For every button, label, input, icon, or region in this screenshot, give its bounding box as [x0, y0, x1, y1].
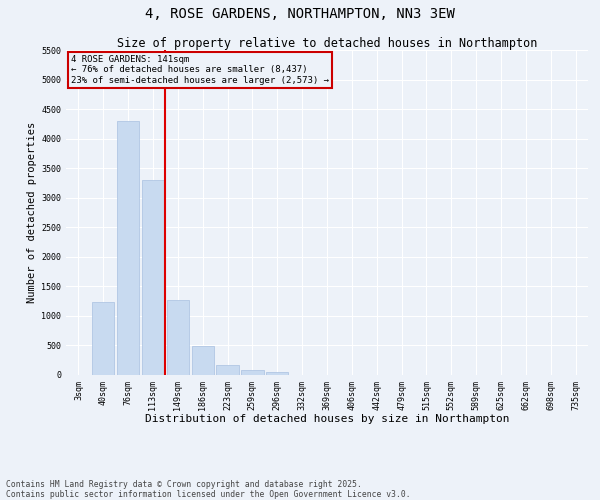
Bar: [117, 121, 139, 375]
Bar: [217, 365, 239, 375]
Y-axis label: Number of detached properties: Number of detached properties: [27, 122, 37, 303]
Bar: [92, 302, 115, 375]
Bar: [167, 300, 189, 375]
Text: Contains HM Land Registry data © Crown copyright and database right 2025.
Contai: Contains HM Land Registry data © Crown c…: [6, 480, 410, 499]
Title: Size of property relative to detached houses in Northampton: Size of property relative to detached ho…: [117, 37, 537, 50]
Bar: [266, 372, 289, 375]
Bar: [241, 370, 263, 375]
Bar: [191, 346, 214, 375]
Text: 4, ROSE GARDENS, NORTHAMPTON, NN3 3EW: 4, ROSE GARDENS, NORTHAMPTON, NN3 3EW: [145, 8, 455, 22]
Text: 4 ROSE GARDENS: 141sqm
← 76% of detached houses are smaller (8,437)
23% of semi-: 4 ROSE GARDENS: 141sqm ← 76% of detached…: [71, 55, 329, 84]
X-axis label: Distribution of detached houses by size in Northampton: Distribution of detached houses by size …: [145, 414, 509, 424]
Bar: [142, 180, 164, 375]
